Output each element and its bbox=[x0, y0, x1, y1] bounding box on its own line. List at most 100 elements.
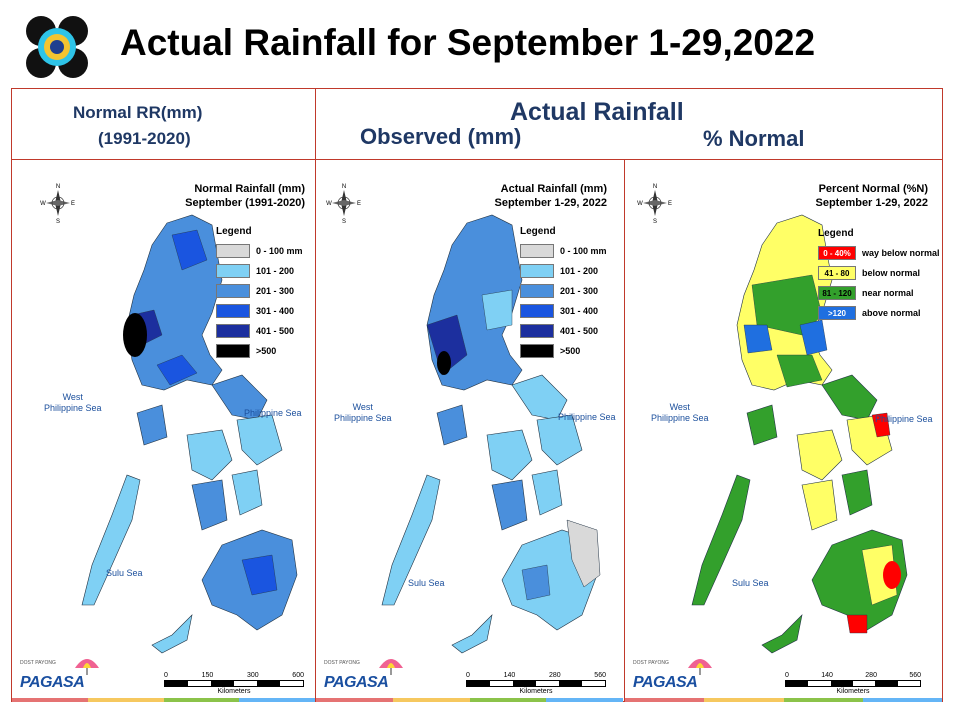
scale-bar-normal: 0 150 300 600 Kilometers bbox=[164, 672, 304, 695]
map-title-line2: September 1-29, 2022 bbox=[815, 197, 928, 209]
legend-rows: 0 - 40% way below normal 41 - 80 below norm… bbox=[818, 243, 940, 323]
scale-tick-label: 300 bbox=[246, 672, 259, 679]
scale-tick-label: 150 bbox=[201, 672, 214, 679]
svg-text:N: N bbox=[653, 184, 657, 190]
slide-title: Actual Rainfall for September 1-29,2022 bbox=[120, 22, 816, 63]
legend-swatch bbox=[216, 244, 250, 258]
legend-rows: 0 - 100 mm 101 - 200 201 - 300 301 - 400 401… bbox=[216, 241, 303, 361]
legend-title: Legend bbox=[818, 228, 854, 239]
legend-label: 301 - 400 bbox=[256, 306, 295, 316]
scale-tick-label: 0 bbox=[164, 672, 168, 679]
legend-swatch bbox=[520, 324, 554, 338]
header-actual-label: Actual Rainfall bbox=[510, 98, 684, 126]
color-strip bbox=[12, 698, 315, 702]
legend-label: below normal bbox=[862, 268, 921, 278]
map-title-line2: September 1-29, 2022 bbox=[494, 197, 607, 209]
map-panel-actual: N S W E Actual Rainfall (mm) September 1… bbox=[316, 160, 623, 700]
legend-label: >500 bbox=[560, 346, 581, 356]
header-normal-label: Normal RR(mm) bbox=[73, 103, 203, 122]
map-title-percent: Percent Normal (%N) September 1-29, 2022 bbox=[815, 182, 928, 210]
legend-label: 101 - 200 bbox=[256, 266, 295, 276]
panel-divider bbox=[624, 159, 625, 702]
svg-text:S: S bbox=[653, 219, 657, 224]
svg-text:S: S bbox=[56, 219, 60, 224]
svg-text:W: W bbox=[326, 201, 332, 207]
legend-item: 301 - 400 bbox=[216, 301, 303, 321]
legend-item: >500 bbox=[520, 341, 607, 361]
svg-text:E: E bbox=[668, 201, 672, 207]
legend-percent: Legend 0 - 40% way below normal 41 - 80 bel… bbox=[818, 228, 940, 323]
legend-swatch: 81 - 120 bbox=[818, 286, 856, 300]
sea-label-philippine: Philippine Sea bbox=[875, 414, 933, 424]
scale-tick-label: 280 bbox=[548, 672, 561, 679]
legend-label: 0 - 100 mm bbox=[560, 246, 607, 256]
sea-label-line: Philippine Sea bbox=[44, 403, 102, 413]
legend-swatch bbox=[520, 304, 554, 318]
legend-label: 0 - 100 mm bbox=[256, 246, 303, 256]
pagasa-logo: DOST PAYONG PAGASA bbox=[322, 656, 404, 696]
logo-name: PAGASA bbox=[324, 674, 389, 691]
legend-swatch bbox=[520, 344, 554, 358]
pagasa-logo: DOST PAYONG PAGASA bbox=[18, 656, 100, 696]
sea-label-sulu: Sulu Sea bbox=[408, 578, 445, 588]
map-title-line1: Normal Rainfall (mm) bbox=[194, 183, 305, 195]
header-percent-label: % Normal bbox=[703, 126, 805, 151]
logo-sub: DOST PAYONG bbox=[20, 660, 56, 666]
scale-tick-label: 560 bbox=[909, 672, 921, 679]
scale-tick-label: 560 bbox=[594, 672, 606, 679]
legend-label: 401 - 500 bbox=[560, 326, 599, 336]
map-title-line2: September (1991-2020) bbox=[185, 197, 305, 209]
legend-item: 301 - 400 bbox=[520, 301, 607, 321]
svg-text:W: W bbox=[637, 201, 643, 207]
header-observed-label: Observed (mm) bbox=[360, 124, 522, 149]
color-strip bbox=[625, 698, 942, 702]
map-title-actual: Actual Rainfall (mm) September 1-29, 202… bbox=[494, 182, 607, 210]
legend-title: Legend bbox=[520, 226, 556, 237]
scale-tick-label: 280 bbox=[865, 672, 877, 679]
legend-item: 201 - 300 bbox=[216, 281, 303, 301]
legend-item: 41 - 80 below normal bbox=[818, 263, 940, 283]
legend-label: 201 - 300 bbox=[560, 286, 599, 296]
umbrella-icon bbox=[75, 659, 99, 675]
sea-label-philippine: Philippine Sea bbox=[558, 412, 616, 422]
legend-item: >120 above normal bbox=[818, 303, 940, 323]
svg-text:W: W bbox=[40, 201, 46, 207]
map-title-line1: Percent Normal (%N) bbox=[818, 183, 928, 195]
sea-label-sulu: Sulu Sea bbox=[106, 568, 143, 578]
sea-label-line: West bbox=[669, 402, 690, 412]
svg-text:E: E bbox=[357, 201, 361, 207]
legend-item: >500 bbox=[216, 341, 303, 361]
scale-unit: Kilometers bbox=[519, 688, 553, 695]
legend-label: way below normal bbox=[862, 248, 940, 258]
logo-sub: DOST PAYONG bbox=[633, 660, 669, 666]
sea-label-philippine: Philippine Sea bbox=[244, 408, 302, 418]
legend-label: above normal bbox=[862, 308, 921, 318]
scale-bar-graphic bbox=[785, 680, 921, 687]
legend-label: 301 - 400 bbox=[560, 306, 599, 316]
scale-bar-graphic bbox=[164, 680, 304, 687]
legend-label: near normal bbox=[862, 288, 914, 298]
scale-unit: Kilometers bbox=[217, 688, 251, 695]
sea-label-line: Philippine Sea bbox=[334, 413, 392, 423]
legend-swatch: >120 bbox=[818, 306, 856, 320]
legend-item: 101 - 200 bbox=[216, 261, 303, 281]
logo-name: PAGASA bbox=[20, 674, 85, 691]
map-title-normal: Normal Rainfall (mm) September (1991-202… bbox=[185, 182, 305, 210]
scale-ticks: 0 140 280 560 bbox=[466, 672, 606, 679]
sea-label-line: West bbox=[62, 392, 83, 402]
legend-swatch bbox=[216, 304, 250, 318]
legend-item: 0 - 100 mm bbox=[216, 241, 303, 261]
scale-unit: Kilometers bbox=[836, 688, 870, 695]
panel-divider bbox=[315, 159, 316, 702]
svg-text:S: S bbox=[342, 219, 346, 224]
legend-swatch bbox=[216, 324, 250, 338]
legend-label: 401 - 500 bbox=[256, 326, 295, 336]
legend-item: 401 - 500 bbox=[520, 321, 607, 341]
agency-seal-icon bbox=[24, 14, 90, 80]
sea-label-west: West Philippine Sea bbox=[334, 402, 392, 424]
umbrella-icon bbox=[688, 659, 712, 675]
scale-tick-label: 0 bbox=[466, 672, 470, 679]
scale-bar-graphic bbox=[466, 680, 606, 687]
header-normal-frame bbox=[11, 88, 316, 160]
scale-ticks: 0 150 300 600 bbox=[164, 672, 304, 679]
